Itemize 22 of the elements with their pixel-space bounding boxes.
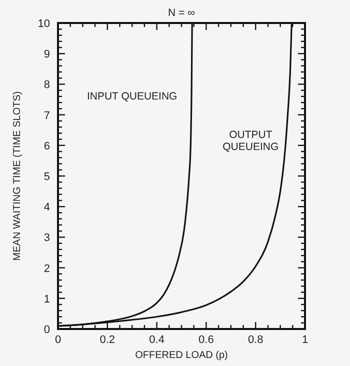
x-tick-label: 0.6 [198, 334, 214, 346]
x-tick-label: 1 [302, 334, 308, 346]
chart-title: N = ∞ [168, 7, 196, 19]
x-axis-title: OFFERED LOAD (p) [135, 350, 228, 361]
y-tick-label: 0 [44, 324, 50, 336]
y-tick-label: 4 [44, 202, 50, 214]
y-tick-label: 9 [44, 48, 50, 61]
y-tick-label: 1 [44, 293, 50, 306]
y-tick-label: 10 [38, 18, 50, 30]
y-tick-label: 6 [44, 140, 50, 152]
annotation: OUTPUT QUEUEING [222, 128, 279, 153]
y-tick-label: 7 [44, 110, 50, 122]
annotation: INPUT QUEUEING [86, 90, 178, 102]
x-tick-label: 0.2 [100, 334, 116, 346]
x-tick-label: 0 [54, 334, 62, 346]
y-tick-label: 3 [44, 232, 50, 244]
y-axis-title: MEAN WAITING TIME (TIME SLOTS) [12, 91, 23, 261]
y-tick-label: 8 [44, 79, 50, 92]
y-tick-label: 2 [44, 262, 50, 275]
x-tick-label: 0.4 [149, 334, 164, 346]
y-tick-label: 5 [44, 171, 50, 183]
x-tick-label: 0.8 [248, 334, 264, 346]
